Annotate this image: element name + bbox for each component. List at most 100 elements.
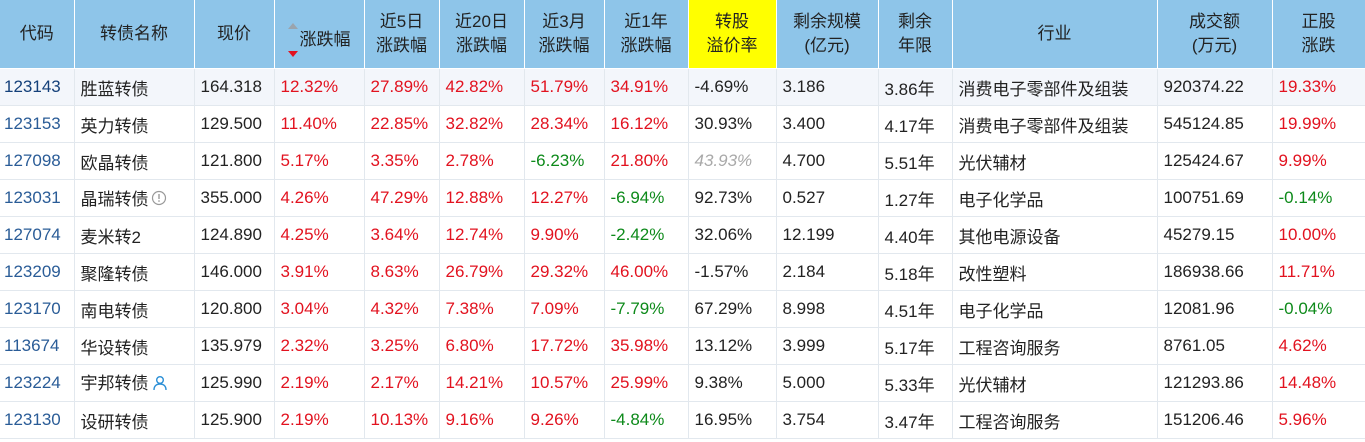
stockchg-value: 19.33% <box>1278 77 1337 96</box>
change-value: 3.04% <box>280 299 329 318</box>
cell-chg1y: 21.80% <box>604 142 689 180</box>
turnover-value: 121293.86 <box>1163 373 1244 392</box>
cell-name[interactable]: 晶瑞转债 <box>74 179 195 217</box>
cell-years: 3.86年 <box>878 68 953 106</box>
header-label-line2: 溢价率 <box>706 36 758 55</box>
name-value: 设研转债 <box>80 412 149 432</box>
cell-stockchg: -0.14% <box>1272 179 1365 217</box>
change-value: 2.32% <box>280 336 329 355</box>
cell-name[interactable]: 胜蓝转债 <box>74 68 195 106</box>
cell-change: 2.19% <box>274 364 365 402</box>
years-value: 5.18年 <box>884 264 935 284</box>
industry-value: 电子化学品 <box>958 190 1044 210</box>
cell-code[interactable]: 123170 <box>0 290 75 328</box>
table-row[interactable]: 123031 晶瑞转债 355.000 4.26% 47.29% 12.88% 12.27%… <box>0 179 1365 217</box>
code-value: 123153 <box>4 114 61 133</box>
header-stockchg[interactable]: 正股 涨跌 <box>1272 0 1365 69</box>
cell-chg5d: 8.63% <box>364 253 440 291</box>
table-row[interactable]: 127074 麦米转2 124.890 4.25% 3.64% 12.74% 9.90% -2… <box>0 216 1365 254</box>
cell-size: 3.400 <box>776 105 879 143</box>
info-circle-icon[interactable] <box>151 190 167 211</box>
size-value: 3.754 <box>782 410 826 429</box>
header-premium[interactable]: 转股 溢价率 <box>688 0 777 69</box>
cell-chg20d: 12.74% <box>439 216 525 254</box>
cell-name[interactable]: 欧晶转债 <box>74 142 195 180</box>
cell-chg3m: 10.57% <box>524 364 605 402</box>
cell-code[interactable]: 123209 <box>0 253 75 291</box>
table-row[interactable]: 123153 英力转债 129.500 11.40% 22.85% 32.82% 28.34… <box>0 105 1365 143</box>
header-size[interactable]: 剩余规模 (亿元) <box>776 0 879 69</box>
cell-name[interactable]: 设研转债 <box>74 401 195 439</box>
chg3m-value: 12.27% <box>530 188 589 207</box>
header-chg3m[interactable]: 近3月 涨跌幅 <box>524 0 605 69</box>
cell-code[interactable]: 123031 <box>0 179 75 217</box>
cell-change: 3.91% <box>274 253 365 291</box>
cell-years: 4.17年 <box>878 105 953 143</box>
cell-chg3m: 7.09% <box>524 290 605 328</box>
cell-code[interactable]: 113674 <box>0 327 75 365</box>
cell-code[interactable]: 123143 <box>0 68 75 106</box>
cell-stockchg: 9.99% <box>1272 142 1365 180</box>
cell-premium: 32.06% <box>688 216 777 254</box>
header-name[interactable]: 转债名称 <box>74 0 195 69</box>
stockchg-value: 4.62% <box>1278 336 1327 355</box>
cell-code[interactable]: 123224 <box>0 364 75 402</box>
cell-code[interactable]: 127098 <box>0 142 75 180</box>
chg1y-value: -7.79% <box>610 299 665 318</box>
cell-chg20d: 32.82% <box>439 105 525 143</box>
cell-stockchg: 11.71% <box>1272 253 1365 291</box>
chg1y-value: 35.98% <box>610 336 669 355</box>
cell-code[interactable]: 123130 <box>0 401 75 439</box>
header-label-line1: 近20日 <box>455 12 508 31</box>
header-turnover[interactable]: 成交额 (万元) <box>1157 0 1273 69</box>
cell-name[interactable]: 宇邦转债 <box>74 364 195 402</box>
years-value: 5.17年 <box>884 338 935 358</box>
cell-code[interactable]: 127074 <box>0 216 75 254</box>
header-industry[interactable]: 行业 <box>952 0 1158 69</box>
cell-industry: 工程咨询服务 <box>952 401 1158 439</box>
cell-name[interactable]: 英力转债 <box>74 105 195 143</box>
header-price[interactable]: 现价 <box>194 0 275 69</box>
chg5d-value: 27.89% <box>370 77 429 96</box>
cell-change: 4.25% <box>274 216 365 254</box>
cell-name[interactable]: 南电转债 <box>74 290 195 328</box>
chg5d-value: 3.25% <box>370 336 419 355</box>
cell-chg5d: 3.35% <box>364 142 440 180</box>
header-label-line1: 剩余规模 <box>793 12 861 31</box>
cell-name[interactable]: 华设转债 <box>74 327 195 365</box>
header-change[interactable]: 涨跌幅 <box>274 0 365 69</box>
table-row[interactable]: 123224 宇邦转债 125.990 2.19% 2.17% 14.21% 10.57% 2… <box>0 364 1365 402</box>
table-row[interactable]: 123143 胜蓝转债 164.318 12.32% 27.89% 42.82% 51.79… <box>0 68 1365 106</box>
header-chg5d[interactable]: 近5日 涨跌幅 <box>364 0 440 69</box>
header-code[interactable]: 代码 <box>0 0 75 69</box>
chg20d-value: 9.16% <box>445 410 494 429</box>
cell-premium: 30.93% <box>688 105 777 143</box>
header-chg1y[interactable]: 近1年 涨跌幅 <box>604 0 689 69</box>
sort-indicator-icon[interactable] <box>287 22 298 57</box>
cell-years: 5.33年 <box>878 364 953 402</box>
table-row[interactable]: 113674 华设转债 135.979 2.32% 3.25% 6.80% 17.72% 35… <box>0 327 1365 365</box>
cell-name[interactable]: 麦米转2 <box>74 216 195 254</box>
cell-turnover: 125424.67 <box>1157 142 1273 180</box>
cell-industry: 光伏辅材 <box>952 364 1158 402</box>
table-row[interactable]: 127098 欧晶转债 121.800 5.17% 3.35% 2.78% -6.23% 21… <box>0 142 1365 180</box>
chg20d-value: 12.74% <box>445 225 504 244</box>
header-label: 现价 <box>217 24 251 43</box>
cell-chg1y: 46.00% <box>604 253 689 291</box>
table-row[interactable]: 123170 南电转债 120.800 3.04% 4.32% 7.38% 7.09% -7.… <box>0 290 1365 328</box>
header-chg20d[interactable]: 近20日 涨跌幅 <box>439 0 525 69</box>
cell-name[interactable]: 聚隆转债 <box>74 253 195 291</box>
person-icon[interactable] <box>151 374 169 397</box>
change-value: 12.32% <box>280 77 339 96</box>
cell-chg3m: 51.79% <box>524 68 605 106</box>
cell-turnover: 545124.85 <box>1157 105 1273 143</box>
cell-chg3m: -6.23% <box>524 142 605 180</box>
chg5d-value: 3.35% <box>370 151 419 170</box>
table-row[interactable]: 123130 设研转债 125.900 2.19% 10.13% 9.16% 9.26% -4… <box>0 401 1365 439</box>
cell-code[interactable]: 123153 <box>0 105 75 143</box>
cell-premium: 92.73% <box>688 179 777 217</box>
price-value: 120.800 <box>200 299 262 318</box>
header-years[interactable]: 剩余 年限 <box>878 0 953 69</box>
cell-turnover: 151206.46 <box>1157 401 1273 439</box>
table-row[interactable]: 123209 聚隆转债 146.000 3.91% 8.63% 26.79% 29.32% 4… <box>0 253 1365 291</box>
